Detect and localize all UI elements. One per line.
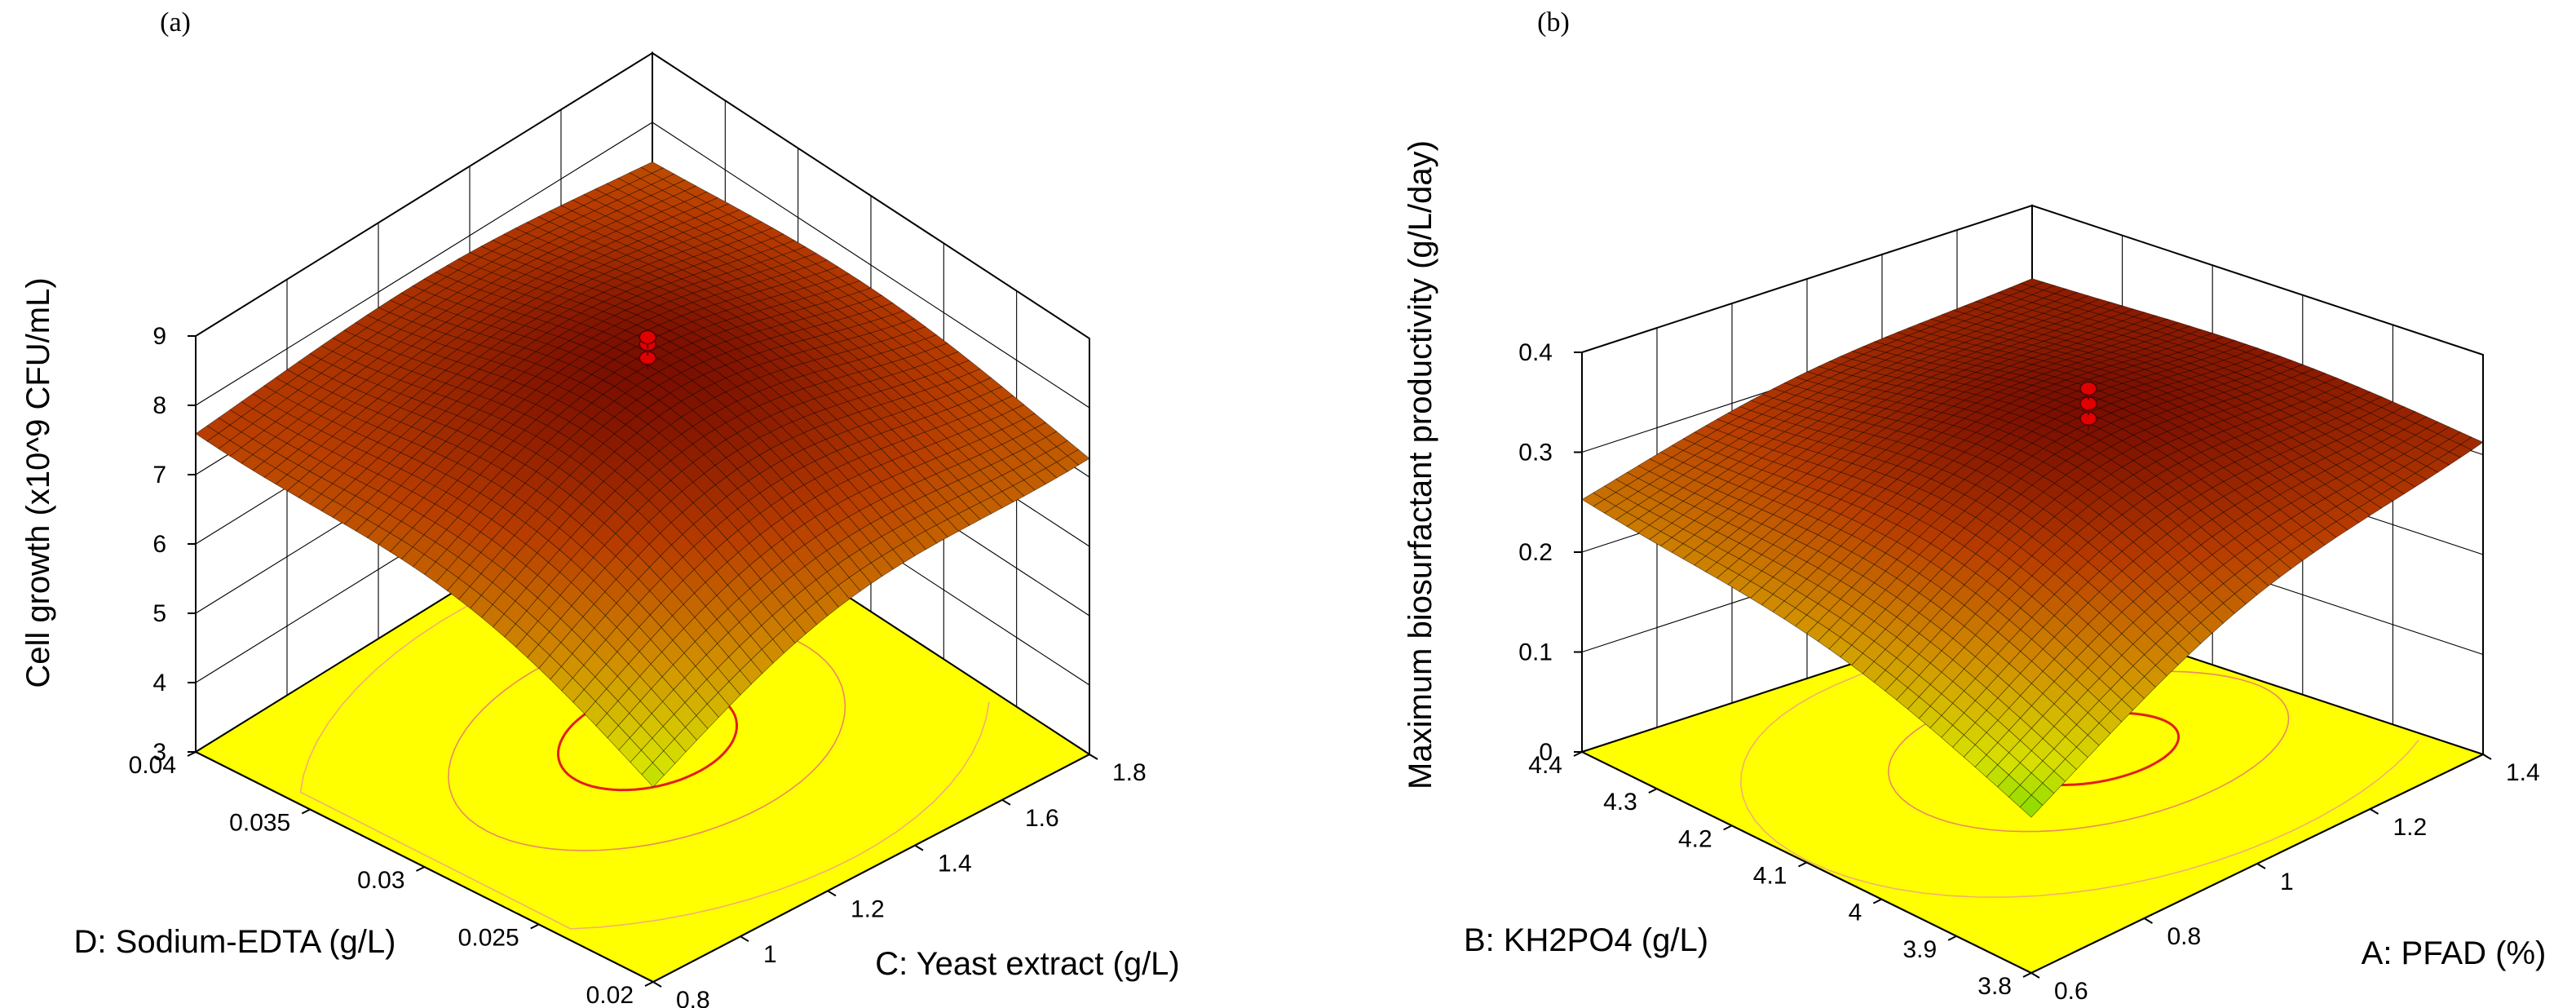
x-axis: 0.8 1 1.2 1.4 1.6 1.8	[652, 754, 1147, 1008]
y-tick-mark	[1648, 788, 1658, 794]
x-tick-mark	[2030, 972, 2040, 979]
y-axis-line	[195, 751, 654, 983]
z-tick-label: 0.2	[1518, 539, 1553, 566]
y-tick-label: 4.3	[1603, 789, 1637, 816]
y-tick-mark	[416, 866, 425, 872]
z-tick-label: 0.3	[1518, 440, 1553, 466]
y-tick-mark	[187, 751, 197, 757]
y-tick-label: 0.025	[458, 925, 519, 952]
x-axis: 0.6 0.8 1 1.2 1.4	[2030, 754, 2540, 1005]
y-tick-mark	[1947, 935, 1957, 941]
y-tick-label: 0.04	[129, 752, 176, 779]
z-tick-label: 0.4	[1518, 339, 1553, 366]
x-tick-mark	[2369, 808, 2379, 815]
y-tick-mark	[1798, 861, 1807, 868]
z-tick-label: 3	[152, 739, 166, 766]
x-tick-mark	[1001, 798, 1011, 806]
x-tick-label: 0.8	[2167, 923, 2202, 950]
y-tick-label: 4.1	[1753, 863, 1787, 890]
y-axis: 3.8 3.9 4 4.1 4.2 4.3 4.4	[1528, 751, 2032, 1000]
y-tick-mark	[1723, 825, 1733, 831]
x-tick-mark	[2256, 863, 2266, 869]
x-tick-mark	[652, 981, 662, 988]
x-tick-label: 1.4	[2506, 759, 2540, 786]
z-tick-label: 4	[152, 670, 166, 696]
surface-cell	[2019, 794, 2044, 818]
design-points	[638, 329, 656, 369]
y-tick-mark	[644, 981, 654, 987]
z-axis-title: Cell growth (x10^9 CFU/mL)	[20, 277, 56, 687]
x-tick-mark	[2143, 917, 2154, 924]
panel-a: (a) 3 4 5 6 7 8 9 Cell growth (x10^9 CFU/mL) 0.8 1…	[20, 7, 1180, 1008]
y-tick-label: 3.8	[1977, 973, 2012, 1000]
y-tick-label: 4	[1849, 900, 1862, 926]
x-tick-label: 0.8	[676, 987, 710, 1008]
x-tick-label: 1.8	[1112, 759, 1147, 786]
x-axis-title: A: PFAD (%)	[2362, 935, 2547, 971]
response-surface	[195, 161, 1090, 788]
z-tick-label: 9	[152, 323, 166, 350]
z-tick-label: 7	[152, 462, 166, 489]
contour-line	[1739, 626, 2419, 898]
x-tick-mark	[827, 890, 837, 897]
x-axis-line	[652, 754, 1090, 983]
surface-cell	[641, 762, 665, 788]
z-axis-title: Maximum biosurfactant productivity (g/L/…	[1403, 140, 1438, 789]
design-point	[638, 329, 656, 345]
y-tick-mark	[1573, 751, 1583, 757]
x-axis-line	[2030, 754, 2484, 974]
design-point	[2079, 381, 2097, 396]
panel-b: (b) 0 0.1 0.2 0.3 0.4 Maximum biosurfactant pr…	[1403, 7, 2546, 1005]
x-tick-mark	[914, 844, 924, 851]
y-tick-mark	[530, 923, 540, 930]
y-tick-label: 3.9	[1902, 936, 1937, 963]
x-tick-label: 1	[763, 941, 777, 968]
x-axis-title: C: Yeast extract (g/L)	[875, 946, 1180, 982]
z-tick-label: 6	[152, 531, 166, 558]
y-tick-label: 0.03	[357, 867, 404, 894]
y-axis-title: B: KH2PO4 (g/L)	[1464, 922, 1708, 958]
x-tick-label: 1.2	[851, 895, 885, 922]
y-axis-title: D: Sodium-EDTA (g/L)	[74, 924, 396, 960]
x-tick-label: 1.2	[2393, 814, 2428, 841]
y-axis-line	[1581, 751, 2032, 974]
x-tick-label: 1.4	[938, 851, 972, 878]
x-tick-label: 1.6	[1025, 805, 1059, 832]
z-tick-label: 0	[1539, 739, 1553, 766]
y-tick-label: 0.02	[586, 982, 634, 1008]
y-tick-mark	[1872, 898, 1882, 904]
design-points	[2079, 381, 2097, 431]
y-axis: 0.02 0.025 0.03 0.035 0.04	[129, 751, 654, 1008]
z-axis: 3 4 5 6 7 8 9	[152, 323, 197, 766]
x-tick-label: 0.6	[2054, 978, 2088, 1005]
z-axis: 0 0.1 0.2 0.3 0.4	[1518, 339, 1583, 766]
wall-gridline	[195, 122, 653, 406]
x-tick-mark	[1089, 754, 1098, 760]
response-surface	[1581, 278, 2484, 818]
y-tick-label: 0.035	[229, 810, 290, 837]
y-tick-label: 4.2	[1678, 825, 1712, 852]
panel-label: (b)	[1537, 7, 1570, 38]
x-tick-mark	[2482, 754, 2492, 760]
panel-label: (a)	[160, 7, 191, 38]
y-tick-label: 4.4	[1528, 752, 1562, 779]
x-tick-mark	[740, 935, 749, 943]
y-tick-mark	[301, 808, 311, 815]
x-tick-label: 1	[2280, 869, 2294, 895]
z-tick-label: 8	[152, 392, 166, 419]
y-tick-mark	[2022, 972, 2032, 978]
z-tick-label: 5	[152, 600, 166, 627]
z-tick-label: 0.1	[1518, 639, 1553, 666]
